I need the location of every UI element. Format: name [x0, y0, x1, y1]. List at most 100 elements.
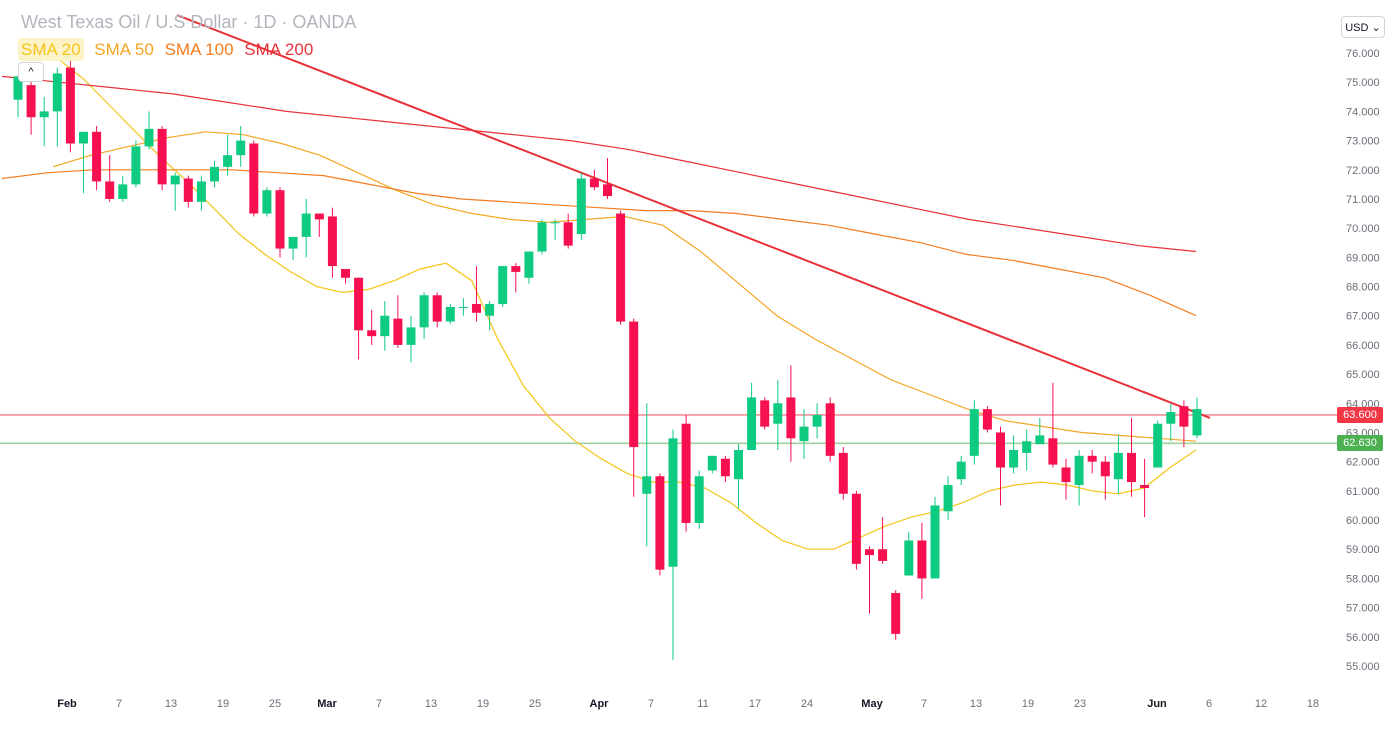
- candle-body: [1074, 455, 1084, 486]
- x-tick-label: Feb: [57, 698, 77, 710]
- candle-body: [432, 295, 442, 322]
- y-tick-label: 73.000: [1346, 136, 1380, 148]
- candle-body: [511, 266, 521, 272]
- x-tick-label: 24: [801, 698, 813, 710]
- candle-body: [943, 485, 953, 512]
- candle-body: [1140, 485, 1150, 488]
- x-tick-label: 7: [648, 698, 654, 710]
- x-tick-label: 19: [477, 698, 489, 710]
- legend-sma-20[interactable]: SMA 20: [18, 38, 84, 61]
- candle-body: [249, 143, 259, 214]
- candle-body: [485, 304, 495, 316]
- price-label-red: 63.600: [1337, 406, 1383, 423]
- y-tick-label: 70.000: [1346, 223, 1380, 235]
- candle-body: [458, 306, 468, 308]
- y-tick-label: 75.000: [1346, 77, 1380, 89]
- indicator-legend: SMA 20 SMA 50 SMA 100 SMA 200: [18, 38, 319, 61]
- candle-body: [917, 540, 927, 579]
- candle-body: [825, 403, 835, 456]
- y-tick-label: 62.000: [1346, 457, 1380, 469]
- y-tick-label: 58.000: [1346, 573, 1380, 585]
- y-tick-label: 72.000: [1346, 165, 1380, 177]
- y-tick-label: 67.000: [1346, 311, 1380, 323]
- candle-body: [301, 213, 311, 237]
- y-tick-label: 74.000: [1346, 106, 1380, 118]
- y-tick-label: 68.000: [1346, 282, 1380, 294]
- candle-body: [144, 128, 154, 147]
- candle-body: [996, 432, 1005, 468]
- candle-body: [118, 184, 128, 199]
- candle-body: [262, 190, 272, 214]
- candle-body: [982, 409, 992, 430]
- y-tick-label: 66.000: [1346, 340, 1380, 352]
- candle-body: [1009, 449, 1019, 468]
- candle-body: [406, 327, 416, 345]
- x-tick-label: Mar: [317, 698, 337, 710]
- x-tick-label: 11: [697, 698, 708, 710]
- candle-body: [419, 295, 429, 328]
- candle-body: [1127, 452, 1136, 483]
- candle-body: [1048, 438, 1058, 465]
- collapse-legend-button[interactable]: ^: [18, 62, 44, 82]
- currency-selector[interactable]: USD ⌄: [1341, 16, 1385, 38]
- y-tick-label: 76.000: [1346, 48, 1380, 60]
- y-tick-label: 60.000: [1346, 515, 1380, 527]
- candle-body: [786, 397, 796, 439]
- candle-body: [838, 452, 848, 494]
- candle-body: [655, 476, 665, 570]
- legend-sma-200[interactable]: SMA 200: [244, 40, 314, 59]
- x-tick-label: 19: [1022, 698, 1034, 710]
- candle-body: [380, 315, 390, 337]
- candle-body: [354, 277, 364, 331]
- candle-body: [65, 67, 75, 144]
- candle-body: [79, 131, 88, 144]
- candle-body: [92, 131, 102, 182]
- candle-body: [1022, 441, 1032, 453]
- chevron-down-icon: ⌄: [1371, 22, 1381, 34]
- legend-sma-50[interactable]: SMA 50: [94, 40, 154, 59]
- candle-body: [39, 111, 49, 118]
- candle-body: [314, 213, 324, 220]
- x-tick-label: May: [861, 698, 883, 710]
- candle-body: [52, 73, 62, 112]
- y-tick-label: 55.000: [1346, 661, 1380, 673]
- candle-body: [1061, 467, 1071, 483]
- candle-body: [956, 461, 966, 480]
- candle-body: [210, 166, 219, 182]
- y-tick-label: 57.000: [1346, 603, 1380, 615]
- sma-line: [57, 58, 1197, 550]
- candle-body: [1113, 452, 1123, 480]
- x-tick-label: 7: [921, 698, 927, 710]
- candle-body: [1035, 435, 1045, 445]
- y-tick-label: 65.000: [1346, 369, 1380, 381]
- sma-line: [1, 169, 1197, 317]
- legend-sma-100[interactable]: SMA 100: [164, 40, 234, 59]
- candle-body: [1179, 406, 1189, 427]
- candle-body: [694, 476, 704, 523]
- candle-body: [13, 76, 23, 100]
- candle-body: [170, 175, 180, 185]
- candle-body: [537, 222, 547, 252]
- y-tick-label: 71.000: [1346, 194, 1380, 206]
- candle-body: [196, 181, 206, 202]
- candle-body: [969, 409, 979, 456]
- candle-body: [930, 505, 940, 579]
- x-tick-label: 6: [1206, 698, 1212, 710]
- chart-title: West Texas Oil / U.S Dollar · 1D · OANDA: [21, 12, 357, 32]
- candle-body: [603, 184, 612, 197]
- x-tick-label: 23: [1074, 698, 1086, 710]
- candle-body: [498, 266, 508, 305]
- candle-body: [183, 178, 193, 202]
- candle-body: [904, 540, 914, 576]
- candle-body: [668, 438, 678, 567]
- candle-body: [851, 493, 861, 564]
- x-tick-label: Apr: [590, 698, 610, 710]
- candle-body: [524, 251, 534, 278]
- candle-body: [720, 458, 730, 477]
- candle-body: [327, 216, 337, 267]
- candle-body: [589, 178, 599, 188]
- candle-body: [275, 190, 285, 249]
- candle-body: [681, 423, 691, 523]
- candle-body: [472, 304, 481, 313]
